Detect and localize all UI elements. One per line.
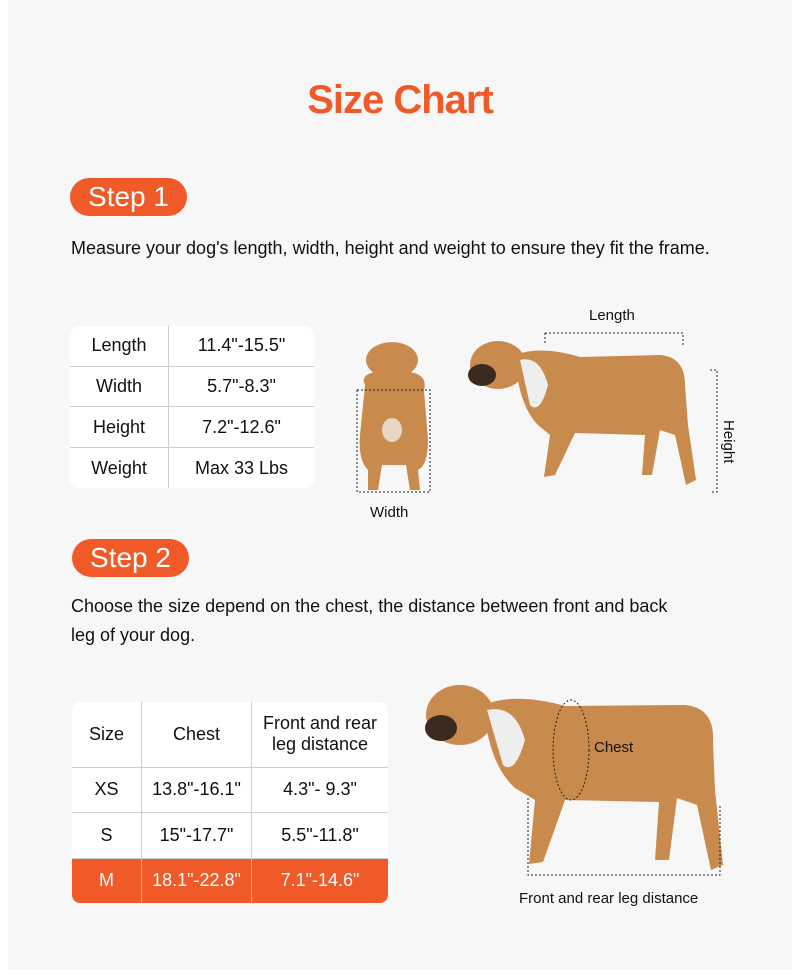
table-header-row: Size Chest Front and rear leg distance bbox=[72, 702, 388, 768]
step2-badge: Step 2 bbox=[72, 539, 189, 577]
table-row: XS 13.8"-16.1" 4.3"- 9.3" bbox=[72, 766, 388, 814]
step1-badge: Step 1 bbox=[70, 178, 187, 216]
cell: Weight bbox=[70, 447, 169, 488]
size-table: Size Chest Front and rear leg distance XS… bbox=[72, 702, 388, 903]
step1-instruction: Measure your dog's length, width, height… bbox=[71, 238, 710, 258]
height-label: Height bbox=[720, 420, 737, 464]
dog-chest-illustration bbox=[425, 685, 723, 876]
cell: 15"-17.7" bbox=[141, 812, 252, 859]
step2-instruction-line2: leg of your dog. bbox=[71, 625, 196, 645]
cell: XS bbox=[72, 766, 142, 814]
header-leg-distance: Front and rear leg distance bbox=[251, 702, 388, 768]
cell: Max 33 Lbs bbox=[168, 447, 314, 488]
header-line: leg distance bbox=[271, 734, 369, 755]
cell: 7.2"-12.6" bbox=[168, 406, 314, 449]
table-row: S 15"-17.7" 5.5"-11.8" bbox=[72, 812, 388, 859]
cell: Height bbox=[70, 406, 169, 449]
cell: 18.1"-22.8" bbox=[141, 857, 252, 903]
table-row: Width 5.7"-8.3" bbox=[70, 365, 314, 408]
dog-rear-illustration bbox=[356, 342, 431, 493]
cell: 4.3"- 9.3" bbox=[251, 766, 388, 814]
cell: 5.5"-11.8" bbox=[251, 812, 388, 859]
width-label: Width bbox=[370, 504, 409, 521]
step2-instruction-line1: Choose the size depend on the chest, the… bbox=[71, 596, 668, 616]
cell: M bbox=[72, 857, 142, 903]
table-row: Length 11.4"-15.5" bbox=[70, 326, 314, 367]
measurement-table: Length 11.4"-15.5" Width 5.7"-8.3" Height 7… bbox=[70, 326, 314, 488]
leg-distance-label: Front and rear leg distance bbox=[519, 890, 699, 907]
cell: 7.1"-14.6" bbox=[251, 857, 388, 903]
cell: Width bbox=[70, 365, 169, 408]
table-row: Weight Max 33 Lbs bbox=[70, 447, 314, 488]
table-row: Height 7.2"-12.6" bbox=[70, 406, 314, 449]
cell: 5.7"-8.3" bbox=[168, 365, 314, 408]
cell: 13.8"-16.1" bbox=[141, 766, 252, 814]
page-title: Size Chart bbox=[307, 78, 494, 122]
table-row-highlighted: M 18.1"-22.8" 7.1"-14.6" bbox=[72, 857, 388, 903]
cell: S bbox=[72, 812, 142, 859]
cell: 11.4"-15.5" bbox=[168, 326, 314, 367]
cell: Length bbox=[70, 326, 169, 367]
chest-label: Chest bbox=[594, 739, 634, 756]
header-line: Front and rear bbox=[262, 713, 378, 734]
length-label: Length bbox=[589, 307, 635, 324]
header-size: Size bbox=[72, 702, 142, 768]
dog-side-illustration bbox=[468, 332, 718, 493]
header-chest: Chest bbox=[141, 702, 252, 768]
